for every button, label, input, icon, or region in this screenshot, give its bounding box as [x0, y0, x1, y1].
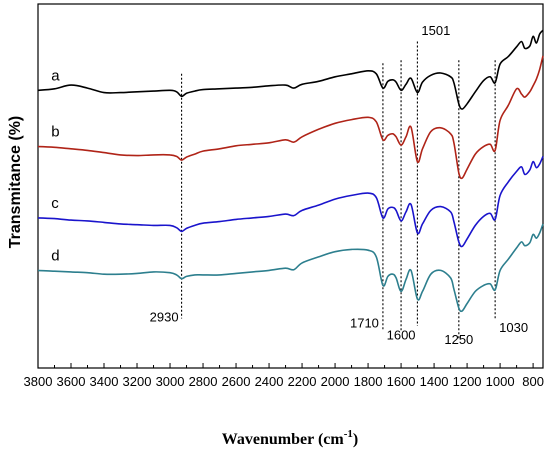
x-tick-label-1400: 1400	[420, 374, 449, 389]
x-tick-label-800: 800	[522, 374, 544, 389]
x-axis-title-close: )	[353, 431, 358, 448]
x-axis-title: Wavenumber (cm-1)	[222, 428, 358, 448]
x-tick-label-3800: 3800	[24, 374, 53, 389]
x-tick-label-2600: 2600	[222, 374, 251, 389]
series-c-label: c	[51, 195, 59, 212]
series-a-line	[37, 29, 544, 110]
x-tick-label-2200: 2200	[288, 374, 317, 389]
x-tick-label-3200: 3200	[123, 374, 152, 389]
x-tick-label-1800: 1800	[354, 374, 383, 389]
x-axis-tick-labels: 3800 3600 3400 3200 3000 2800 2600 2400 2200 2000…	[24, 374, 544, 389]
series-b-label: b	[51, 124, 59, 141]
x-tick-label-2400: 2400	[255, 374, 284, 389]
peak-label-1030: 1030	[499, 320, 528, 335]
spectra-series	[37, 29, 544, 313]
series-a-label: a	[51, 67, 60, 84]
x-tick-label-3600: 3600	[57, 374, 86, 389]
x-tick-label-2000: 2000	[321, 374, 350, 389]
x-tick-label-3000: 3000	[156, 374, 185, 389]
peak-label-1600: 1600	[387, 327, 416, 342]
x-axis-title-main: Wavenumber (cm	[222, 431, 345, 448]
peak-labels: 2930 1710 1600 1501 1250 1030	[150, 23, 528, 347]
x-tick-label-2800: 2800	[189, 374, 218, 389]
peak-label-1710: 1710	[350, 315, 379, 330]
plot-frame	[37, 3, 544, 369]
series-b-line	[37, 55, 544, 180]
series-c-line	[37, 156, 544, 248]
peak-label-1250: 1250	[444, 332, 473, 347]
series-d-line	[37, 223, 544, 313]
x-tick-label-1000: 1000	[486, 374, 515, 389]
y-axis-title: Transmitance (%)	[7, 116, 24, 248]
series-d-label: d	[51, 247, 59, 264]
x-axis-ticks	[37, 363, 534, 368]
peak-marker-lines	[181, 41, 496, 340]
peak-label-1501: 1501	[421, 23, 450, 38]
x-tick-label-3400: 3400	[90, 374, 119, 389]
series-labels: a b c d	[51, 67, 60, 264]
x-tick-label-1600: 1600	[387, 374, 416, 389]
peak-label-2930: 2930	[150, 309, 179, 324]
x-tick-label-1200: 1200	[453, 374, 482, 389]
x-axis-title-sup: -1	[344, 428, 353, 440]
